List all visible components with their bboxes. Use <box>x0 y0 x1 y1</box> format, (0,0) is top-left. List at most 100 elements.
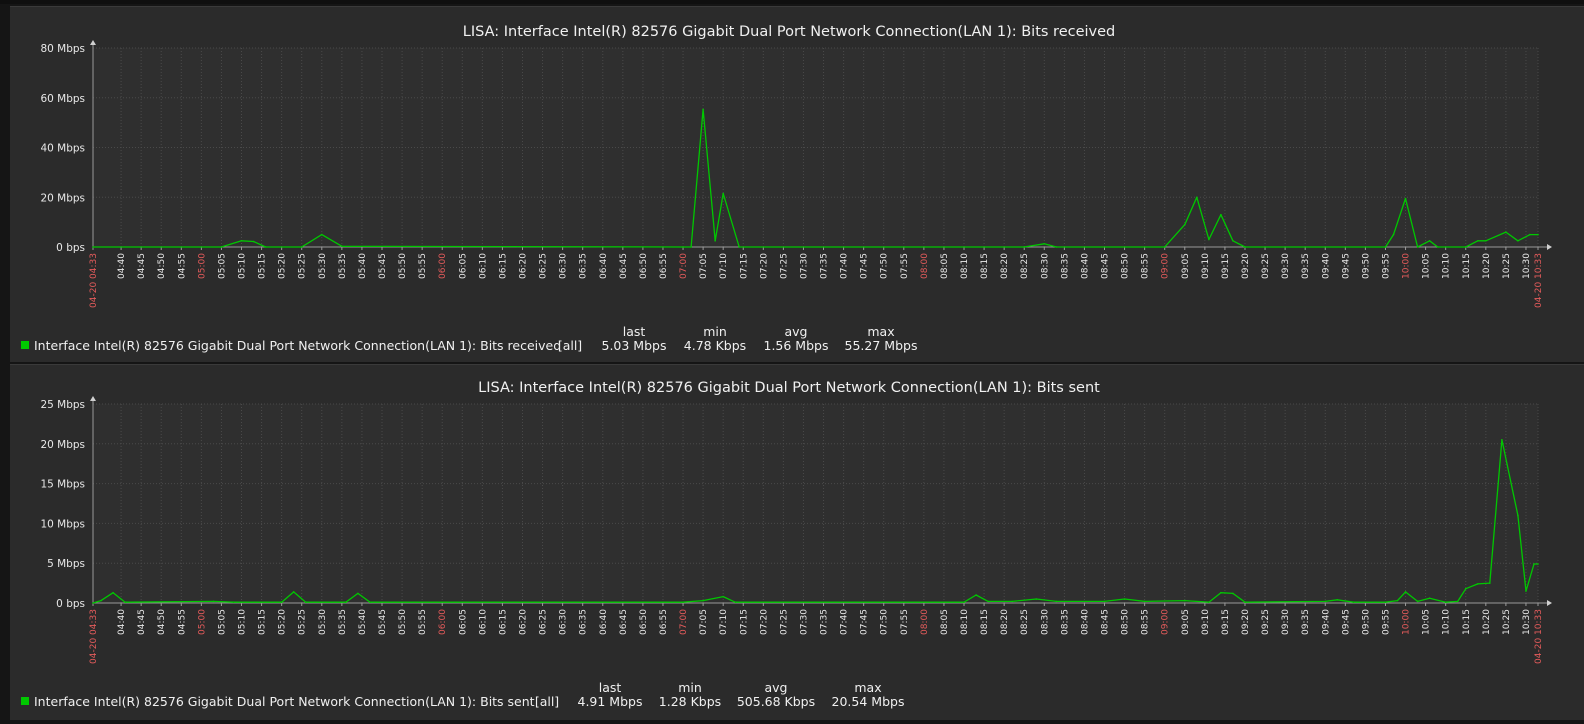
x-tick-label: 09:50 <box>1361 609 1371 635</box>
data-point <box>1043 242 1046 245</box>
data-point <box>292 591 295 593</box>
x-tick-label: 07:55 <box>900 609 910 635</box>
x-tick-label: 07:50 <box>880 609 890 635</box>
data-point <box>1055 246 1058 248</box>
x-tick-label: 10:10 <box>1442 609 1452 635</box>
data-point <box>702 599 704 602</box>
x-tick-label: 09:20 <box>1241 609 1251 635</box>
data-point <box>1183 599 1186 602</box>
data-point <box>1529 233 1531 236</box>
data-point <box>1464 587 1467 590</box>
data-point <box>963 601 965 604</box>
x-tick-label: 08:20 <box>1000 609 1010 635</box>
x-tick-label: 06:10 <box>478 253 488 279</box>
x-tick-label: 05:20 <box>278 253 288 279</box>
data-point <box>1416 246 1419 248</box>
chart-bits-sent: LISA: Interface Intel(R) 82576 Gigabit D… <box>21 380 1552 709</box>
x-tick-label: 08:00 <box>920 609 930 635</box>
legend-header-avg: avg <box>765 680 788 695</box>
legend-value-min: 4.78 Kbps <box>684 338 746 353</box>
x-tick-label: 06:35 <box>579 609 589 635</box>
x-tick-label: 08:15 <box>980 253 990 279</box>
x-tick-label: 10:15 <box>1462 253 1472 279</box>
data-point <box>1103 600 1106 603</box>
x-tick-label: 09:35 <box>1301 253 1311 279</box>
x-tick-label: 06:55 <box>659 253 669 279</box>
legend-function: [all] <box>558 338 582 353</box>
x-tick-label: 07:10 <box>719 609 729 635</box>
data-point <box>1143 600 1146 603</box>
y-tick-label: 10 Mbps <box>40 518 85 530</box>
x-tick-label: 06:20 <box>518 609 528 635</box>
x-tick-label: 07:30 <box>799 609 809 635</box>
x-tick-label: 09:10 <box>1201 609 1211 635</box>
data-point <box>341 245 343 248</box>
legend-value-min: 1.28 Kbps <box>659 694 721 709</box>
data-point <box>690 246 692 248</box>
x-tick-label: 07:20 <box>759 253 769 279</box>
data-point <box>1392 233 1395 236</box>
data-point <box>1505 231 1507 233</box>
legend-value-avg: 505.68 Kbps <box>737 694 815 709</box>
x-tick-label: 09:55 <box>1381 253 1391 279</box>
y-axis-arrow <box>90 40 96 45</box>
x-tick-label: 04-20 04:33 <box>89 253 99 308</box>
x-tick-label: 04:55 <box>177 253 187 279</box>
data-point <box>1464 246 1467 248</box>
data-point <box>240 239 243 242</box>
x-tick-label: 09:55 <box>1381 609 1391 635</box>
data-point <box>1404 591 1407 593</box>
x-tick-label: 09:05 <box>1181 253 1191 279</box>
x-tick-label: 08:35 <box>1060 609 1070 635</box>
x-tick-label: 07:20 <box>759 609 769 635</box>
x-tick-label: 06:00 <box>438 609 448 635</box>
data-point <box>1336 599 1339 601</box>
data-point <box>1501 439 1503 441</box>
data-point <box>714 239 716 242</box>
x-tick-label: 09:25 <box>1261 609 1271 635</box>
data-point <box>252 240 255 243</box>
data-point <box>1517 239 1519 242</box>
x-tick-label: 05:05 <box>217 253 227 279</box>
x-tick-label: 05:00 <box>197 253 207 279</box>
x-tick-label: 07:25 <box>779 253 789 279</box>
x-tick-label: 09:10 <box>1201 253 1211 279</box>
data-point <box>92 602 94 604</box>
data-point <box>1525 590 1527 592</box>
data-point <box>1023 246 1026 248</box>
x-tick-label: 10:30 <box>1522 609 1532 635</box>
y-tick-label: 25 Mbps <box>40 399 85 411</box>
data-point <box>300 246 303 248</box>
y-tick-label: 0 bps <box>56 598 85 610</box>
data-point <box>304 601 307 604</box>
x-tick-label: 08:20 <box>1000 253 1010 279</box>
x-tick-label: 07:35 <box>820 609 830 635</box>
x-tick-label: 07:10 <box>719 253 729 279</box>
legend-header-min: min <box>703 324 727 339</box>
data-point <box>1123 598 1126 600</box>
x-tick-label: 05:15 <box>258 609 268 635</box>
data-point <box>682 601 684 604</box>
x-tick-label: 08:50 <box>1121 609 1131 635</box>
y-axis-arrow <box>90 396 96 401</box>
data-point <box>1537 563 1539 565</box>
x-tick-label: 06:55 <box>659 609 669 635</box>
data-point <box>1384 601 1387 604</box>
legend-header-last: last <box>599 680 622 695</box>
legend-value-max: 55.27 Mbps <box>845 338 918 353</box>
x-tick-label: 05:20 <box>278 609 288 635</box>
x-tick-label: 05:00 <box>197 609 207 635</box>
x-tick-label: 07:55 <box>900 253 910 279</box>
y-tick-label: 20 Mbps <box>40 192 85 204</box>
x-tick-label: 07:45 <box>860 609 870 635</box>
x-tick-label: 08:15 <box>980 609 990 635</box>
y-tick-label: 15 Mbps <box>40 479 85 491</box>
x-tick-label: 05:45 <box>378 253 388 279</box>
x-tick-label: 09:50 <box>1361 253 1371 279</box>
x-tick-label: 10:30 <box>1522 253 1532 279</box>
legend-function: [all] <box>535 694 559 709</box>
x-tick-label: 06:05 <box>458 609 468 635</box>
x-tick-label: 08:50 <box>1121 253 1131 279</box>
x-tick-label: 09:00 <box>1161 253 1171 279</box>
x-tick-label: 08:55 <box>1141 253 1151 279</box>
